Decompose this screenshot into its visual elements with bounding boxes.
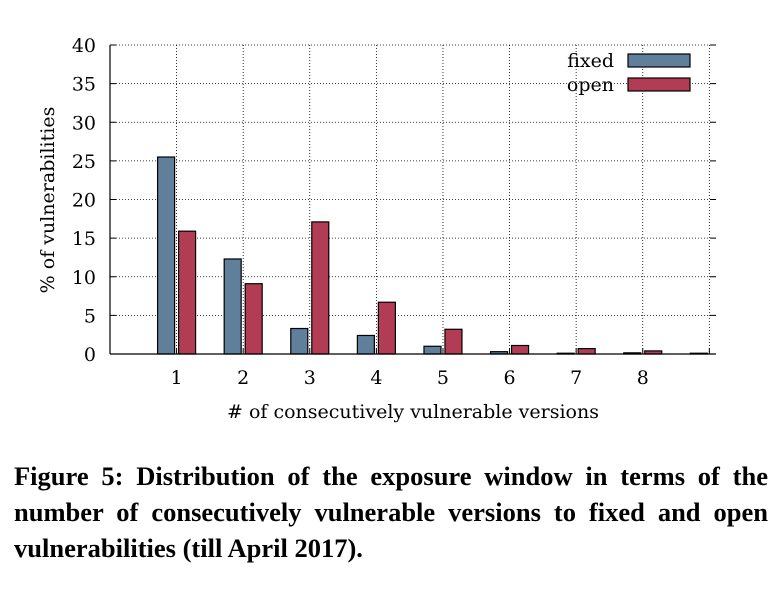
bar-open (510, 344, 530, 355)
legend-label-fixed: fixed (567, 50, 614, 72)
legend-swatch-fixed (627, 53, 691, 68)
x-tick-label: 2 (237, 367, 249, 389)
legend-label-open: open (567, 74, 614, 96)
y-tick-label: 25 (72, 151, 96, 173)
y-tick-label: 5 (84, 305, 96, 327)
bar-open (244, 283, 263, 355)
bar-open (577, 347, 596, 355)
bar-fixed (423, 345, 442, 355)
bar-open (377, 301, 396, 355)
x-tick-label: 5 (437, 367, 449, 389)
legend-swatch-open (627, 77, 691, 92)
bar-fixed (290, 327, 309, 355)
y-tick-labels: 0 5 10 15 20 25 30 35 40 (72, 35, 96, 366)
grid-lines (110, 44, 716, 354)
bar-chart: 0 5 10 15 20 25 30 35 40 1 2 3 4 5 6 7 8 % of vulnerabi… (37, 35, 716, 423)
y-axis-label: % of vulnerabilities (37, 107, 59, 294)
y-tick-label: 35 (72, 74, 96, 96)
bar-open (444, 328, 463, 355)
y-tick-label: 20 (72, 190, 96, 212)
x-axis-label: # of consecutively vulnerable versions (227, 401, 599, 423)
bar-fixed (156, 156, 176, 355)
figure-caption: Figure 5: Distribution of the exposure w… (14, 461, 768, 563)
y-tick-label: 30 (72, 112, 96, 134)
bars (156, 156, 708, 355)
x-tick-label: 8 (637, 367, 649, 389)
bar-open (177, 230, 197, 355)
y-tick-label: 15 (72, 228, 96, 250)
axes (109, 44, 716, 355)
y-tick-label: 0 (84, 344, 96, 366)
x-tick-label: 7 (570, 367, 582, 389)
x-tick-label: 4 (370, 367, 382, 389)
y-tick-label: 10 (72, 267, 96, 289)
x-tick-label: 1 (171, 367, 183, 389)
bar-open (311, 221, 330, 355)
x-tick-label: 6 (504, 367, 516, 389)
y-tick-label: 40 (72, 35, 96, 57)
bar-fixed (356, 334, 375, 355)
x-tick-labels: 1 2 3 4 5 6 7 8 (171, 367, 649, 389)
x-tick-label: 3 (304, 367, 316, 389)
bar-fixed (223, 258, 242, 355)
